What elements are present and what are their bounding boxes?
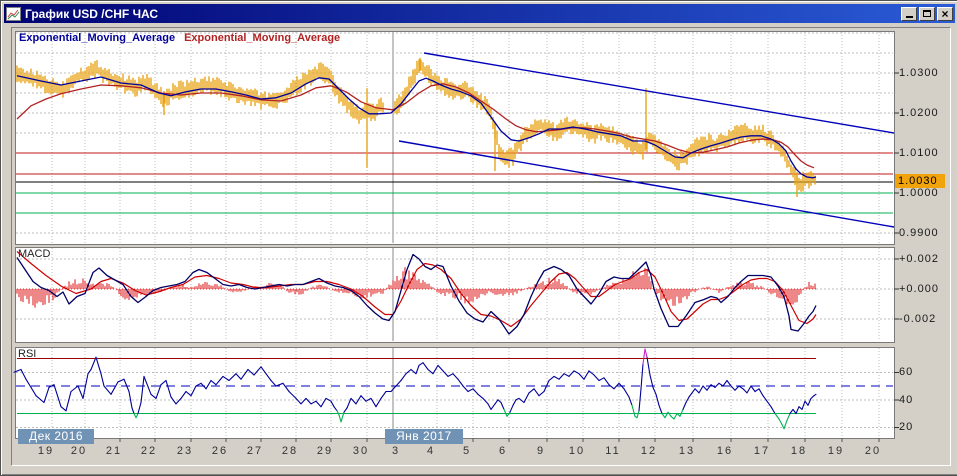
chart-icon — [6, 6, 21, 21]
close-icon: × — [941, 6, 949, 21]
title-bar[interactable]: График USD /CHF ЧАС × — [4, 4, 955, 23]
close-button[interactable]: × — [937, 6, 953, 21]
maximize-button[interactable] — [919, 6, 935, 21]
minimize-button[interactable] — [901, 6, 917, 21]
window-title: График USD /CHF ЧАС — [25, 6, 159, 21]
maximize-icon — [923, 10, 931, 17]
minimize-icon — [905, 16, 913, 18]
